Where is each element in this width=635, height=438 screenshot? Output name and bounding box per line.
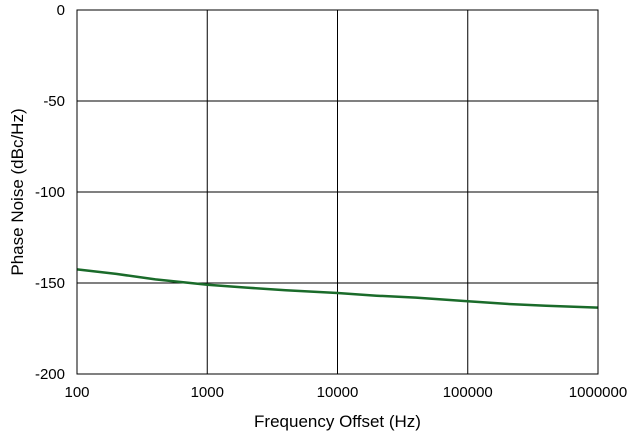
- series-layer: [76, 268, 599, 309]
- y-tick-label: -200: [35, 366, 65, 383]
- series-line: [76, 268, 599, 309]
- y-tick-label: -150: [35, 275, 65, 292]
- x-tick-labels: 100 1000 10000 100000 1000000: [64, 384, 627, 401]
- grid: [76, 9, 599, 375]
- y-axis-title: Phase Noise (dBc/Hz): [8, 108, 27, 275]
- x-axis-title: Frequency Offset (Hz): [254, 412, 421, 431]
- y-tick-label: -100: [35, 184, 65, 201]
- x-tick-label: 1000: [191, 384, 224, 401]
- y-tick-labels: 0 -50 -100 -150 -200: [35, 2, 65, 383]
- y-tick-label: 0: [57, 2, 65, 19]
- x-tick-label: 100: [64, 384, 89, 401]
- plot-area-frame: [76, 9, 599, 375]
- x-tick-label: 1000000: [569, 384, 627, 401]
- y-tick-label: -50: [43, 93, 65, 110]
- x-tick-label: 100000: [443, 384, 493, 401]
- x-tick-label: 10000: [317, 384, 359, 401]
